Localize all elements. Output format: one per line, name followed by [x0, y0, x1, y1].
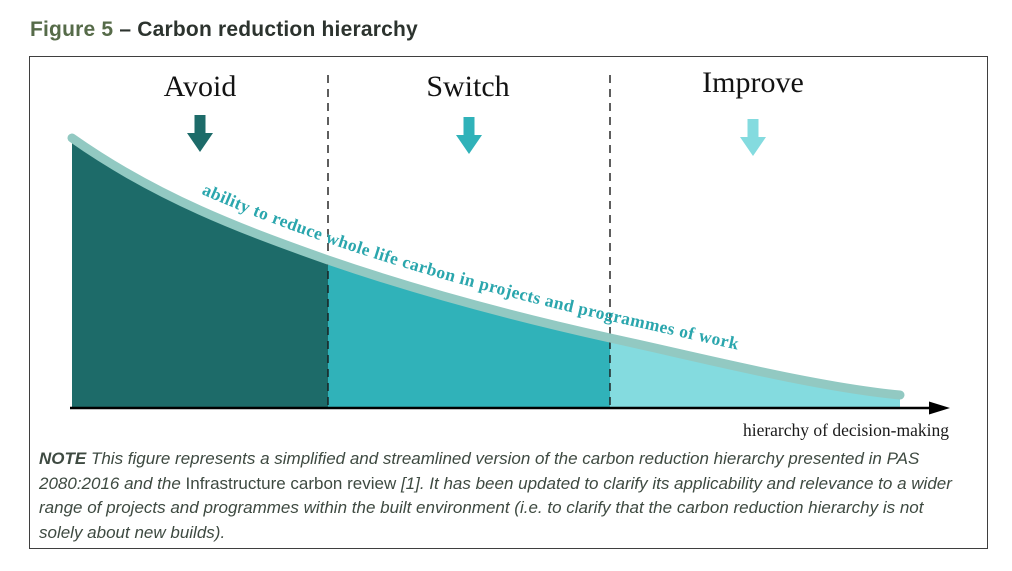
- note-reference-title: Infrastructure carbon review: [185, 473, 397, 493]
- note-text-end: [1]. It has been updated to clarify its …: [39, 473, 952, 542]
- x-axis-label: hierarchy of decision-making: [743, 420, 949, 440]
- caption-separator: –: [119, 18, 132, 41]
- figure-note: NOTE This figure represents a simplified…: [39, 447, 964, 546]
- figure-caption: Figure 5 – Carbon reduction hierarchy: [30, 18, 1012, 42]
- figure-number: Figure 5: [30, 18, 114, 41]
- carbon-hierarchy-diagram: Avoid Switch Improve ability to reduce w…: [30, 66, 950, 440]
- down-arrow-avoid-icon: [187, 115, 213, 152]
- note-keyword: NOTE: [39, 449, 87, 468]
- stage-label-avoid: Avoid: [164, 70, 237, 103]
- figure-caption-text: Carbon reduction hierarchy: [137, 18, 418, 41]
- figure-frame: Avoid Switch Improve ability to reduce w…: [29, 56, 988, 549]
- down-arrow-improve-icon: [740, 119, 766, 156]
- x-axis-arrowhead-icon: [929, 401, 950, 415]
- stage-label-switch: Switch: [426, 70, 509, 103]
- note-text-start: This figure represents a simplified and …: [39, 449, 920, 493]
- down-arrow-switch-icon: [456, 117, 482, 154]
- stage-label-improve: Improve: [702, 66, 804, 99]
